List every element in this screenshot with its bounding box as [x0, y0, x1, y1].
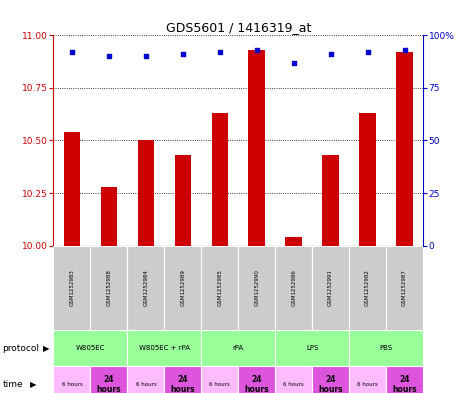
Bar — [165, 366, 201, 393]
Text: GSM1252989: GSM1252989 — [180, 270, 186, 306]
Text: GSM1252984: GSM1252984 — [143, 270, 148, 306]
Bar — [165, 246, 201, 330]
Point — [68, 49, 76, 55]
Text: 24
hours: 24 hours — [97, 375, 121, 393]
Point — [401, 47, 408, 53]
Bar — [201, 366, 238, 393]
Text: 6 hours: 6 hours — [283, 382, 304, 387]
Bar — [127, 246, 165, 330]
Text: 6 hours: 6 hours — [135, 382, 156, 387]
Bar — [53, 330, 127, 366]
Bar — [286, 237, 302, 246]
Point — [253, 47, 260, 53]
Bar — [53, 366, 90, 393]
Text: 6 hours: 6 hours — [61, 382, 82, 387]
Text: GSM1252991: GSM1252991 — [328, 270, 333, 306]
Point — [364, 49, 372, 55]
Text: PBS: PBS — [379, 345, 393, 351]
Bar — [127, 330, 201, 366]
Text: GSM1252986: GSM1252986 — [291, 270, 296, 306]
Text: LPS: LPS — [306, 345, 319, 351]
Text: 24
hours: 24 hours — [319, 375, 343, 393]
Point — [290, 60, 298, 66]
Bar — [275, 366, 312, 393]
Bar — [275, 330, 349, 366]
Bar — [349, 246, 386, 330]
Bar — [174, 155, 191, 246]
Text: GSM1252990: GSM1252990 — [254, 270, 259, 306]
Text: GSM1252988: GSM1252988 — [106, 270, 112, 306]
Bar — [53, 246, 90, 330]
Text: 24
hours: 24 hours — [392, 375, 417, 393]
Bar — [239, 246, 275, 330]
Bar — [312, 246, 349, 330]
Bar — [138, 140, 154, 246]
Bar — [349, 330, 423, 366]
Text: time: time — [2, 380, 23, 389]
Text: W805EC + rPA: W805EC + rPA — [139, 345, 190, 351]
Bar — [349, 366, 386, 393]
Bar — [386, 366, 423, 393]
Bar — [90, 366, 127, 393]
Title: GDS5601 / 1416319_at: GDS5601 / 1416319_at — [166, 21, 311, 34]
Bar — [322, 155, 339, 246]
Bar — [396, 52, 413, 246]
Bar — [312, 366, 349, 393]
Bar — [201, 330, 275, 366]
Text: 24
hours: 24 hours — [171, 375, 195, 393]
Text: GSM1252985: GSM1252985 — [217, 270, 222, 306]
Bar — [239, 366, 275, 393]
Text: 24
hours: 24 hours — [245, 375, 269, 393]
Bar — [90, 246, 127, 330]
Point — [142, 53, 150, 59]
Text: ▶: ▶ — [43, 344, 49, 353]
Point — [327, 51, 334, 57]
Text: 6 hours: 6 hours — [209, 382, 230, 387]
Bar — [275, 246, 312, 330]
Point — [216, 49, 224, 55]
Text: GSM1252987: GSM1252987 — [402, 270, 407, 306]
Bar — [127, 366, 165, 393]
Text: ▶: ▶ — [30, 380, 37, 389]
Point — [179, 51, 186, 57]
Text: protocol: protocol — [2, 344, 40, 353]
Bar — [248, 50, 265, 246]
Bar — [212, 113, 228, 246]
Text: GSM1252982: GSM1252982 — [365, 270, 370, 306]
Bar — [386, 246, 423, 330]
Text: W805EC: W805EC — [76, 345, 105, 351]
Text: rPA: rPA — [232, 345, 244, 351]
Text: 6 hours: 6 hours — [357, 382, 378, 387]
Text: GSM1252983: GSM1252983 — [69, 270, 74, 306]
Bar — [100, 187, 117, 246]
Point — [105, 53, 113, 59]
Bar — [359, 113, 376, 246]
Bar — [64, 132, 80, 246]
Bar — [201, 246, 238, 330]
